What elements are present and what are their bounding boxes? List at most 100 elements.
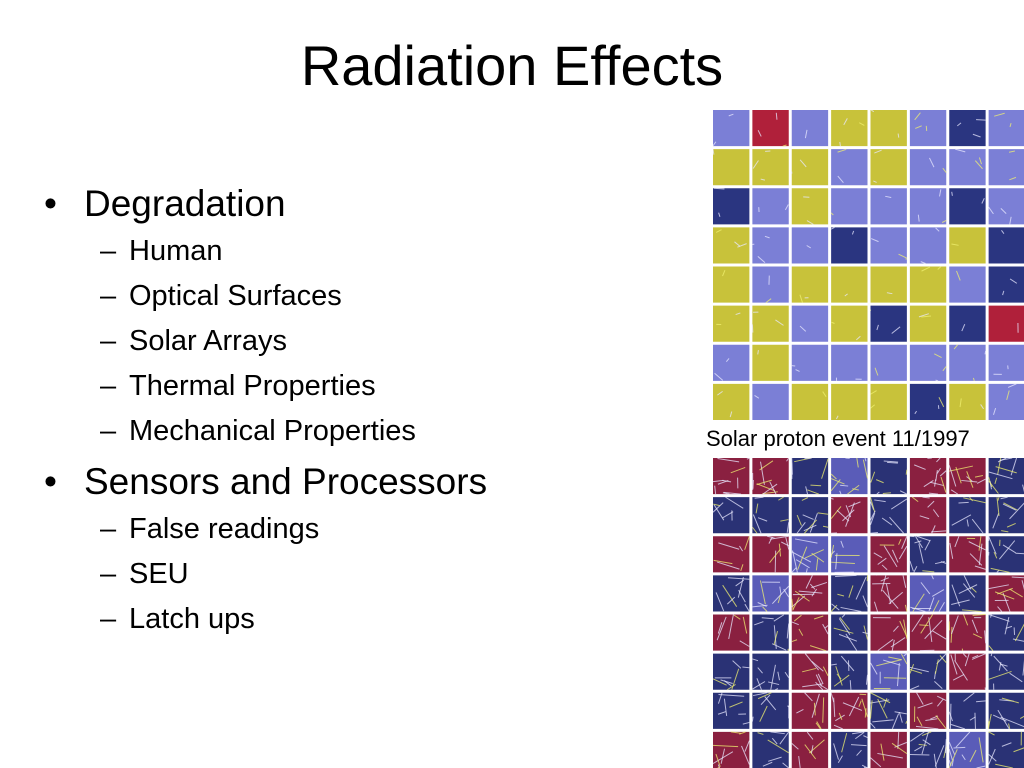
particle-streak [840,540,844,548]
particle-streak [796,708,804,714]
particle-streak [833,674,850,687]
grid-tile [752,731,789,768]
particle-streak [909,685,920,691]
particle-streak [974,565,986,570]
particle-streak [883,460,899,463]
particle-streak [769,481,777,495]
particle-streak [756,479,772,486]
particle-streak [714,485,717,495]
particle-streak [1009,672,1023,683]
grid-tile [870,458,907,495]
particle-streak [937,266,942,270]
particle-streak [963,583,976,598]
particle-streak [988,206,994,215]
particle-streak [792,597,800,611]
particle-streak [873,180,877,183]
particle-streak [861,698,868,718]
particle-streak [974,475,984,478]
particle-streak [923,479,934,488]
particle-streak [757,667,763,674]
particle-streak [1010,458,1018,476]
grid-tile [831,227,868,264]
particle-streak [757,732,764,735]
particle-streak [957,122,962,127]
particle-streak [936,653,947,665]
particle-streak [976,478,986,484]
particle-streak [949,465,973,472]
particle-streak [883,698,888,708]
particle-streak [903,653,908,657]
grid-tile [949,614,986,651]
particle-streak [911,496,919,503]
particle-streak [885,583,892,605]
grid-tile [791,266,829,303]
particle-streak [778,496,784,501]
particle-streak [713,141,717,147]
particle-streak [1009,588,1023,598]
particle-streak [922,570,935,573]
particle-streak [959,398,962,408]
particle-streak [954,660,968,681]
particle-streak [729,411,733,418]
grid-tile [949,188,986,225]
particle-streak [1013,747,1024,753]
grid-tile [870,149,907,186]
particle-streak [858,700,862,707]
particle-streak [803,524,817,532]
particle-streak [713,149,715,155]
particle-streak [779,731,790,745]
particle-streak [1001,742,1012,747]
particle-streak [1000,496,1008,500]
particle-streak [913,566,918,573]
particle-streak [1009,278,1018,284]
particle-streak [779,586,782,595]
particle-streak [935,470,938,481]
particle-streak [918,313,929,318]
particle-streak [718,542,740,550]
particle-streak [909,664,915,674]
particle-streak [840,484,849,487]
grid-tile [791,227,829,264]
grid-tile [988,692,1024,729]
grid-tile [831,266,868,303]
particle-streak [950,489,959,495]
particle-streak [889,516,905,534]
particle-streak [830,473,837,480]
particle-streak [791,639,798,643]
particle-streak [722,492,730,495]
particle-streak [843,118,848,126]
particle-streak [1004,617,1010,635]
grid-tile [988,575,1024,612]
particle-streak [855,731,865,740]
particle-streak [720,748,726,764]
grid-tile [870,692,907,729]
particle-streak [856,749,862,756]
particle-streak [993,551,998,559]
sub-item-text: Mechanical Properties [129,415,416,447]
particle-streak [951,514,972,526]
particle-streak [935,227,940,232]
grid-tile [988,383,1024,420]
particle-streak [972,654,979,659]
grid-tile [831,731,868,768]
particle-streak [963,575,972,590]
particle-streak [822,623,829,635]
particle-streak [915,125,922,129]
particle-streak [969,749,977,763]
particle-streak [877,752,903,759]
particle-streak [951,599,970,606]
particle-streak [1005,625,1013,629]
particle-streak [883,659,901,666]
particle-streak [731,668,740,690]
particle-streak [910,606,926,612]
particle-streak [752,160,759,169]
particle-streak [764,235,770,239]
particle-streak [810,745,814,754]
particle-streak [948,465,957,487]
particle-streak [806,245,811,249]
particle-streak [799,159,807,168]
particle-streak [984,687,987,690]
particle-streak [920,614,933,634]
particle-streak [729,701,743,708]
particle-streak [822,697,825,723]
